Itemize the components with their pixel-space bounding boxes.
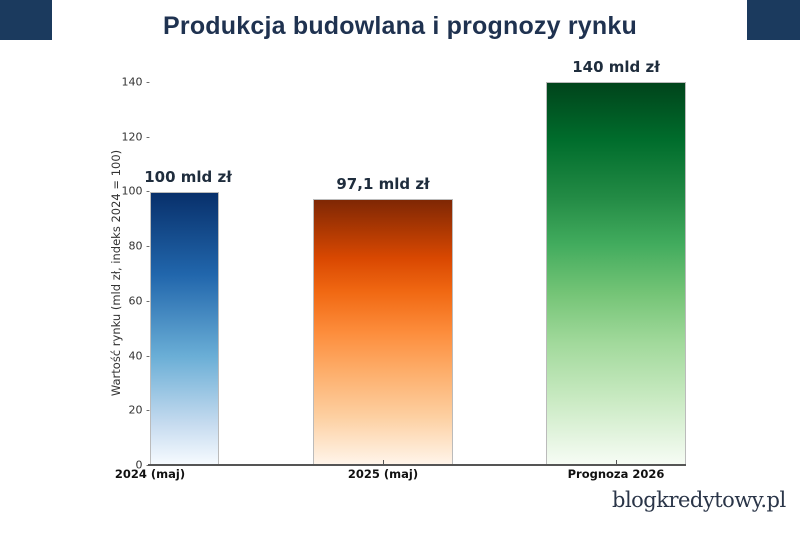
bar-label-2026: 140 mld zł <box>572 58 660 76</box>
bar-label-2025: 97,1 mld zł <box>336 175 430 193</box>
y-tick-140: 140 <box>122 76 150 89</box>
decorative-corner-right <box>747 0 800 40</box>
x-tick-2026: Prognoza 2026 <box>567 467 665 481</box>
x-tick-2025: 2025 (maj) <box>347 467 419 481</box>
y-tick-60: 60 <box>129 295 150 308</box>
decorative-corner-left <box>0 0 52 40</box>
x-axis-line <box>148 464 686 466</box>
y-tick-40: 40 <box>129 350 150 363</box>
bar-2026-forecast <box>546 82 686 465</box>
y-tick-100: 100 <box>122 185 150 198</box>
y-tick-20: 20 <box>129 404 150 417</box>
y-tick-80: 80 <box>129 240 150 253</box>
chart-title: Produkcja budowlana i prognozy rynku <box>163 12 637 40</box>
brand-logo: blogkredytowy.pl <box>612 488 786 512</box>
y-tick-0: 0 <box>136 459 150 472</box>
bar-2025 <box>313 199 453 465</box>
x-tick-2024: 2024 (maj) <box>114 467 186 481</box>
bar-label-2024: 100 mld zł <box>144 168 232 186</box>
y-tick-120: 120 <box>122 131 150 144</box>
bar-2024 <box>150 192 219 465</box>
x-tickmark-2025 <box>383 460 384 465</box>
x-tickmark-2026 <box>616 460 617 465</box>
